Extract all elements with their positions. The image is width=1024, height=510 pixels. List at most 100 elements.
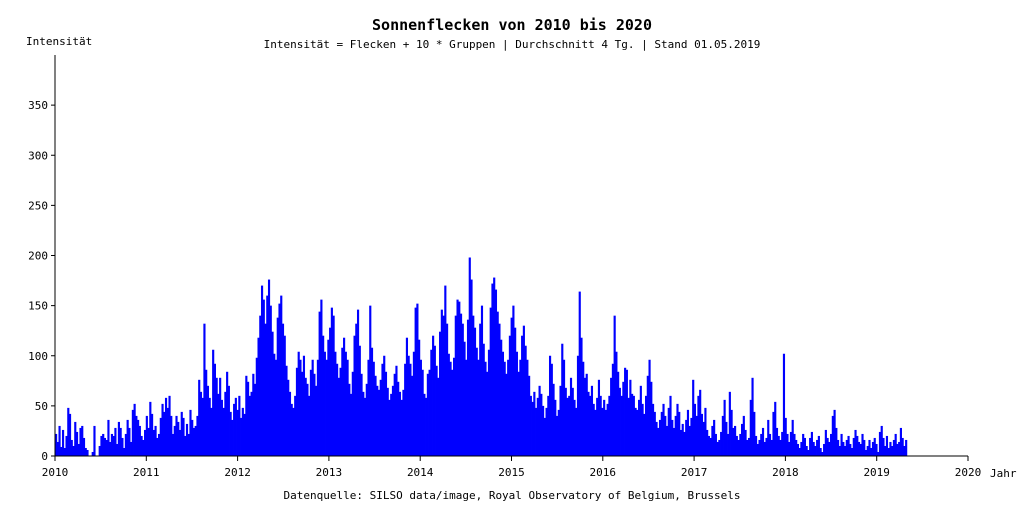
bar (363, 397, 367, 456)
bar (561, 343, 564, 456)
bar (903, 445, 906, 456)
bar (709, 437, 712, 456)
bar (164, 397, 168, 456)
bar (645, 395, 648, 456)
bar (498, 323, 501, 456)
bar (388, 399, 391, 456)
bar (173, 425, 176, 456)
bar (810, 431, 813, 456)
bar (74, 421, 77, 456)
bar (114, 427, 117, 456)
bar (423, 393, 426, 456)
bar (575, 407, 578, 456)
bar (93, 425, 96, 456)
bar (746, 439, 749, 456)
bar (618, 387, 621, 456)
bar (870, 447, 873, 456)
bar (760, 433, 763, 456)
bar (742, 415, 745, 456)
bar (545, 407, 548, 456)
bar (566, 397, 569, 456)
bar (56, 441, 59, 456)
bar (376, 385, 379, 456)
bar (580, 337, 583, 456)
bar (592, 403, 595, 456)
bar (316, 359, 319, 456)
bar (372, 361, 375, 456)
bar (868, 439, 871, 456)
bar (597, 379, 601, 456)
bar (852, 437, 855, 456)
bar (248, 395, 251, 456)
bar (796, 443, 800, 456)
bar (568, 395, 571, 456)
y-tick-label: 0 (41, 450, 48, 463)
bar (180, 411, 183, 456)
bar (809, 437, 812, 456)
bar (707, 435, 710, 456)
bar (91, 451, 94, 456)
bar (828, 441, 831, 456)
bar (362, 391, 365, 456)
bar (201, 397, 204, 456)
bar (798, 447, 801, 456)
bar (758, 439, 761, 456)
bar (178, 429, 182, 456)
bar (182, 417, 185, 456)
bar (505, 373, 508, 456)
x-tick-label: 2020 (955, 466, 982, 479)
bar (901, 437, 904, 456)
bar (667, 407, 670, 456)
bar (306, 383, 309, 456)
bar (273, 353, 276, 456)
bar (336, 363, 339, 456)
bar (803, 437, 806, 456)
bar (367, 359, 370, 456)
bar (250, 391, 253, 456)
bar (651, 403, 655, 456)
chart-title: Sonnenflecken von 2010 bis 2020 (372, 16, 652, 34)
bar (524, 345, 527, 456)
bar (662, 403, 665, 456)
bar (356, 309, 360, 456)
bar (723, 399, 726, 456)
bar (369, 305, 372, 457)
bar (358, 345, 361, 456)
y-tick-label: 150 (28, 300, 48, 313)
bar (737, 439, 740, 456)
bar (409, 363, 412, 456)
bar (493, 277, 496, 456)
bar (206, 385, 210, 456)
bar (781, 431, 784, 456)
bar (894, 433, 897, 456)
bar (861, 433, 864, 456)
bar (857, 441, 861, 456)
bar (121, 437, 124, 456)
bar (276, 317, 279, 456)
bar (55, 433, 58, 456)
bar (65, 435, 68, 456)
bar (147, 427, 150, 456)
bar (814, 445, 817, 456)
bar (60, 446, 63, 456)
bar (110, 433, 114, 456)
bar (767, 419, 770, 456)
bar (873, 437, 876, 456)
bar (557, 409, 560, 456)
bar (269, 305, 272, 457)
axes: 0 50 100 150 200 250 300 350 2010 2011 2012 2013 201… (28, 55, 981, 479)
bar (255, 357, 258, 456)
bar (871, 441, 875, 456)
bar (882, 437, 885, 456)
bar (185, 423, 189, 456)
bar (280, 295, 283, 456)
bar (390, 393, 393, 456)
bar (384, 371, 388, 456)
bar (313, 373, 316, 456)
bar (585, 373, 588, 456)
bar (105, 439, 108, 456)
bar (500, 339, 503, 456)
bar (432, 335, 435, 456)
bar (290, 403, 293, 456)
bar (892, 439, 896, 456)
